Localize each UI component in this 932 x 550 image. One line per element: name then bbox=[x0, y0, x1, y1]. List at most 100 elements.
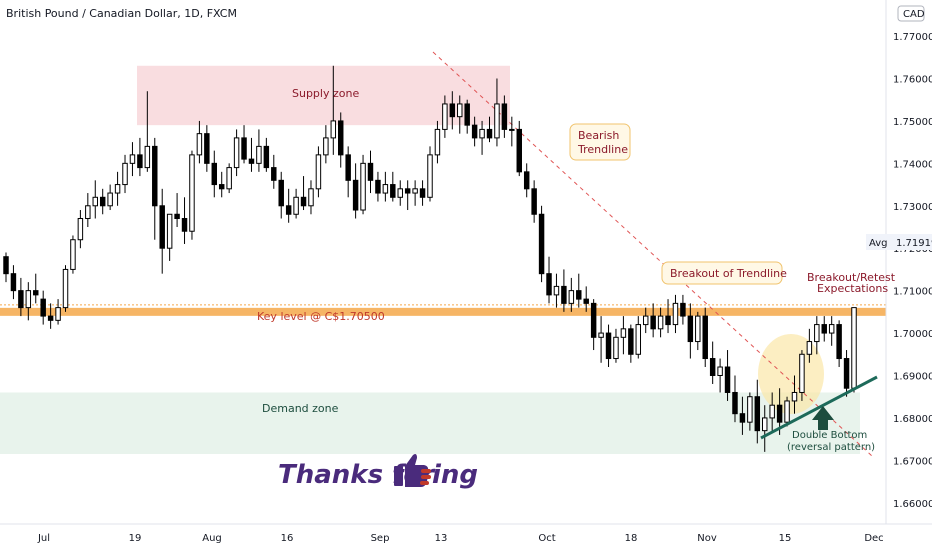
candle-body bbox=[174, 213, 180, 220]
candle-body bbox=[315, 154, 322, 190]
candle-body bbox=[628, 328, 634, 355]
candle-body bbox=[605, 332, 612, 360]
time-tick-label: Jul bbox=[37, 533, 50, 544]
candle-body bbox=[144, 145, 151, 169]
candle-body bbox=[702, 315, 708, 360]
candle-body bbox=[568, 290, 575, 304]
candle-body bbox=[263, 145, 270, 169]
breakout-trendline-label: Breakout of Trendline bbox=[670, 267, 787, 280]
candle-body bbox=[404, 188, 411, 194]
time-tick-label: 19 bbox=[129, 533, 142, 544]
time-tick-label: Sep bbox=[371, 533, 390, 544]
time-axis[interactable]: Jul 19 Aug 16 Sep 13 Oct 18 Nov 15 Dec bbox=[37, 533, 884, 544]
candle-body bbox=[434, 128, 441, 156]
price-tick-label: 1.66000 bbox=[893, 499, 932, 510]
candle-body bbox=[657, 315, 664, 330]
candle-body bbox=[218, 184, 225, 190]
breakout-trendline-callout: Breakout of Trendline bbox=[661, 261, 787, 285]
candle-body bbox=[226, 167, 232, 190]
candle-body bbox=[360, 162, 366, 211]
breakout-highlight bbox=[758, 334, 824, 414]
candle-body bbox=[375, 179, 381, 194]
candle-body bbox=[204, 133, 210, 164]
support-trendline bbox=[760, 375, 878, 440]
candle-body bbox=[598, 332, 604, 338]
candle-body bbox=[33, 290, 39, 296]
candle-body bbox=[77, 218, 84, 241]
price-tick-label: 1.68000 bbox=[893, 414, 932, 425]
time-tick-label: 18 bbox=[625, 533, 638, 544]
candle-body bbox=[114, 184, 121, 194]
thanks-suffix: ing bbox=[432, 460, 478, 490]
candle-body bbox=[776, 404, 783, 423]
breakout-retest-line1: Breakout/Retest bbox=[807, 271, 896, 284]
supply-zone-label: Supply zone bbox=[292, 87, 359, 100]
candle-body bbox=[680, 302, 686, 317]
candle-body bbox=[367, 162, 374, 181]
candle-body bbox=[241, 137, 247, 160]
candle-body bbox=[352, 179, 359, 211]
avg-price-label: Avg 1.71919 bbox=[866, 234, 932, 250]
candle-body bbox=[739, 413, 746, 423]
currency-badge[interactable]: CAD bbox=[897, 5, 925, 22]
candle-body bbox=[181, 218, 188, 232]
avg-label: Avg bbox=[869, 238, 888, 249]
candle-body bbox=[821, 324, 827, 334]
candle-body bbox=[709, 358, 716, 376]
supply-zone bbox=[137, 65, 510, 126]
candle-body bbox=[345, 154, 351, 181]
candle-body bbox=[293, 196, 299, 215]
candle-body bbox=[427, 154, 433, 198]
demand-zone bbox=[0, 392, 860, 454]
candle-body bbox=[754, 396, 761, 432]
candle-body bbox=[338, 120, 344, 156]
candle-body bbox=[613, 336, 619, 360]
time-tick-label: Dec bbox=[864, 533, 883, 544]
candle-body bbox=[137, 154, 143, 169]
candle-body bbox=[300, 196, 307, 207]
candle-body bbox=[479, 128, 485, 139]
candle-body bbox=[308, 188, 314, 207]
candle-body bbox=[509, 128, 515, 131]
candle-body bbox=[40, 298, 46, 317]
candle-body bbox=[18, 290, 24, 309]
candle-body bbox=[583, 298, 589, 304]
candle-body bbox=[256, 145, 262, 164]
candle-body bbox=[590, 302, 597, 338]
candle-body bbox=[687, 315, 694, 343]
demand-zone-label: Demand zone bbox=[262, 402, 339, 415]
candle-body bbox=[25, 290, 32, 309]
candle-body bbox=[828, 324, 835, 334]
candle-body bbox=[152, 145, 158, 207]
candle-body bbox=[724, 366, 731, 393]
candle-body bbox=[70, 239, 76, 270]
candle-body bbox=[501, 103, 508, 130]
bearish-trendline-callout: Bearish Trendline bbox=[569, 123, 631, 161]
bearish-label-line2: Trendline bbox=[577, 143, 628, 156]
candle-body bbox=[799, 353, 805, 393]
time-tick-label: 13 bbox=[435, 533, 448, 544]
double-bottom-line1: Double Bottom bbox=[792, 430, 867, 441]
candle-body bbox=[516, 128, 522, 173]
candle-body bbox=[538, 213, 545, 275]
time-tick-label: Aug bbox=[202, 533, 222, 544]
candle-body bbox=[278, 179, 284, 207]
candle-body bbox=[166, 213, 173, 249]
candle-body bbox=[791, 391, 798, 402]
candle-body bbox=[122, 162, 128, 186]
time-tick-label: 16 bbox=[281, 533, 294, 544]
price-tick-label: 1.77000 bbox=[893, 32, 932, 43]
time-tick-label: Nov bbox=[697, 533, 717, 544]
candle-body bbox=[635, 324, 642, 355]
price-tick-label: 1.67000 bbox=[893, 456, 932, 467]
candle-body bbox=[642, 315, 649, 326]
price-axis[interactable]: 1.770001.760001.750001.740001.730001.720… bbox=[893, 32, 932, 510]
candle-body bbox=[851, 307, 857, 389]
candle-body bbox=[665, 315, 671, 326]
time-tick-label: 15 bbox=[779, 533, 792, 544]
thumbs-up-icon bbox=[394, 454, 431, 487]
candle-body bbox=[843, 358, 850, 389]
up-arrow-icon bbox=[812, 406, 834, 430]
candle-body bbox=[47, 315, 54, 321]
